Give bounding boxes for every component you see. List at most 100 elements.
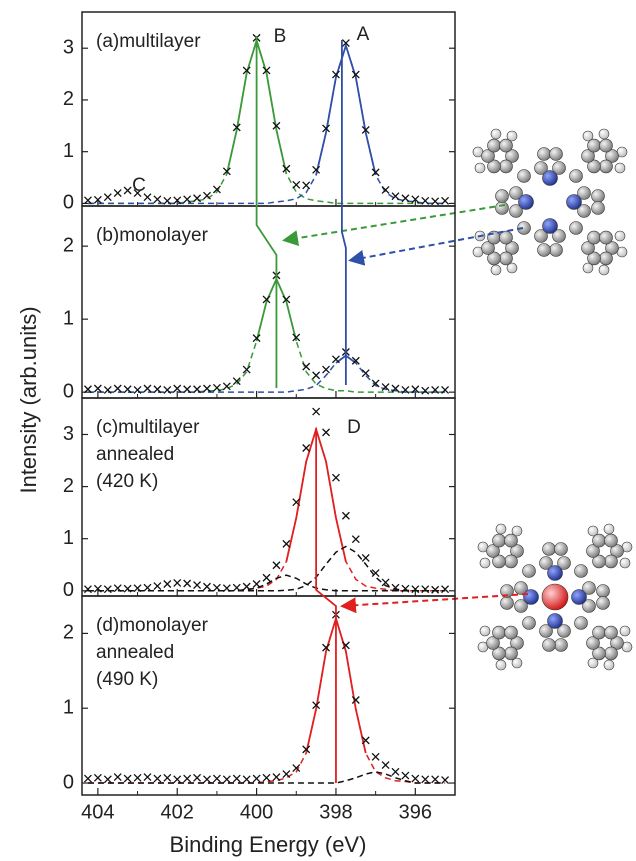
atom: [539, 624, 553, 638]
data-point: [252, 334, 261, 343]
y-axis-label: Intensity (arb.units): [16, 306, 41, 493]
atom: [495, 201, 509, 215]
data-point: [381, 383, 390, 392]
atom: [614, 162, 626, 174]
atom: [554, 542, 568, 556]
data-point: [163, 580, 172, 588]
x-tick-label: 396: [399, 801, 432, 823]
atom: [547, 613, 563, 629]
atom: [574, 564, 588, 578]
atom: [534, 161, 548, 175]
fit-component: [87, 545, 446, 592]
atom: [577, 204, 591, 218]
data-point: [302, 362, 311, 371]
atom: [592, 625, 606, 640]
data-point: [153, 385, 162, 394]
atom: [542, 170, 558, 186]
atom: [499, 138, 513, 153]
atom: [495, 523, 507, 535]
data-point: [113, 384, 122, 393]
data-point: [401, 194, 410, 203]
atom: [505, 241, 519, 255]
y-tick-label: 1: [63, 696, 74, 718]
data-point: [322, 643, 330, 652]
atom: [537, 243, 551, 257]
atom: [506, 262, 518, 274]
atom: [510, 544, 524, 558]
data-point: [143, 384, 152, 393]
panel-label: (d)monolayer: [96, 615, 209, 636]
data-point: [282, 295, 291, 304]
data-point: [371, 569, 380, 578]
data-point: [103, 386, 112, 394]
data-point: [302, 444, 311, 452]
atom: [486, 636, 500, 650]
atom: [592, 554, 606, 569]
y-tick-label: 3: [63, 423, 74, 445]
atom: [479, 557, 491, 569]
data-point: [173, 775, 182, 784]
atom: [582, 581, 596, 595]
atom: [490, 264, 502, 276]
peak-label: C: [132, 175, 146, 196]
data-point: [113, 584, 122, 593]
y-tick-label: 0: [63, 192, 74, 214]
data-point: [183, 579, 192, 588]
y-tick-label: 1: [63, 307, 74, 329]
y-tick-label: 3: [63, 36, 74, 58]
atom: [605, 241, 619, 255]
data-point: [93, 773, 102, 782]
arrow: [282, 204, 506, 247]
data-point: [292, 333, 301, 342]
data-point: [272, 561, 281, 570]
atom: [504, 646, 518, 661]
atom: [569, 221, 583, 235]
data-point: [193, 773, 202, 782]
data-point: [371, 752, 380, 761]
atom: [514, 599, 528, 613]
atom: [504, 625, 518, 640]
data-point: [242, 66, 251, 75]
data-point: [83, 774, 92, 783]
data-point: [341, 511, 350, 520]
atom: [517, 221, 531, 235]
atom: [514, 581, 528, 595]
data-point: [351, 535, 360, 544]
atom: [574, 616, 588, 630]
data-point: [431, 197, 440, 206]
atom: [603, 659, 615, 671]
peak-label: A: [357, 24, 370, 45]
data-point: [103, 585, 112, 594]
panel-label: (490 K): [96, 669, 158, 690]
atom: [542, 542, 556, 556]
atom: [619, 557, 631, 569]
atom: [587, 525, 599, 537]
y-tick-label: 1: [63, 527, 74, 549]
y-tick-label: 1: [63, 140, 74, 162]
data-point: [252, 774, 261, 783]
fit-component: [87, 426, 446, 592]
data-point: [173, 196, 182, 205]
data-point: [282, 164, 291, 173]
data-point: [262, 66, 271, 75]
data-point: [421, 775, 430, 784]
data-point: [133, 189, 142, 198]
data-point: [322, 365, 330, 374]
atom: [534, 229, 548, 243]
atom: [587, 138, 601, 153]
data-point: [361, 554, 370, 562]
data-point: [282, 770, 291, 779]
panel-label: annealed: [96, 642, 174, 663]
atom: [504, 554, 518, 569]
data-point: [203, 775, 211, 784]
peak-link: [255, 36, 278, 388]
atom: [479, 625, 491, 637]
data-point: [411, 195, 420, 204]
data-point: [242, 775, 251, 784]
atom: [604, 554, 618, 569]
data-point: [153, 582, 162, 591]
data-point: [153, 195, 162, 204]
data-point: [312, 371, 321, 380]
data-point: [331, 473, 340, 482]
data-point: [143, 583, 152, 592]
